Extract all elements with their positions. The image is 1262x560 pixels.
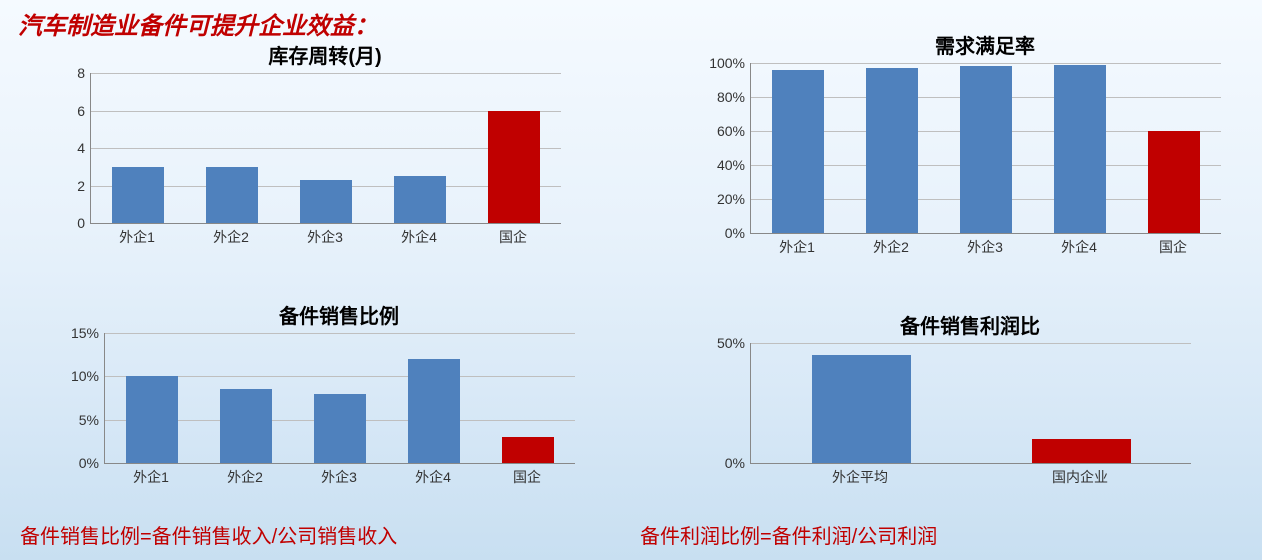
ytick-label: 0 <box>77 215 91 231</box>
bar <box>314 394 366 463</box>
xlabel: 外企2 <box>844 237 938 257</box>
bar <box>408 359 460 463</box>
chart-title: 需求满足率 <box>750 30 1220 59</box>
bar <box>112 167 164 223</box>
xlabel: 国企 <box>466 227 560 247</box>
chart-title: 库存周转(月) <box>90 40 560 69</box>
ytick-label: 50% <box>717 335 751 351</box>
chart-profit_ratio: 备件销售利润比0%50%外企平均国内企业 <box>700 310 1190 487</box>
ytick-label: 8 <box>77 65 91 81</box>
bar <box>1054 65 1106 233</box>
plot-area: 02468 <box>90 73 561 224</box>
ytick-label: 6 <box>77 103 91 119</box>
bars-row <box>91 73 561 223</box>
xlabel: 外企3 <box>938 237 1032 257</box>
bar <box>394 176 446 223</box>
bar <box>812 355 911 463</box>
xlabels-row: 外企1外企2外企3外企4国企 <box>750 237 1220 257</box>
bar-slot <box>293 333 387 463</box>
page-title: 汽车制造业备件可提升企业效益： <box>18 6 378 41</box>
bar-slot <box>1033 63 1127 233</box>
bars-row <box>105 333 575 463</box>
plot-area: 0%5%10%15% <box>104 333 575 464</box>
ytick-label: 15% <box>71 325 105 341</box>
bar-slot <box>971 343 1191 463</box>
ytick-label: 4 <box>77 140 91 156</box>
chart-title: 备件销售利润比 <box>750 310 1190 339</box>
ytick-label: 100% <box>709 55 751 71</box>
bar-slot <box>845 63 939 233</box>
xlabel: 外企2 <box>184 227 278 247</box>
bar <box>502 437 554 463</box>
bar <box>300 180 352 223</box>
bar <box>220 389 272 463</box>
bar <box>488 111 540 224</box>
bar <box>772 70 824 233</box>
bar <box>1032 439 1131 463</box>
xlabel: 国企 <box>480 467 574 487</box>
xlabel: 外企平均 <box>750 467 970 487</box>
ytick-label: 2 <box>77 178 91 194</box>
plot-area: 0%50% <box>750 343 1191 464</box>
ytick-label: 0% <box>79 455 105 471</box>
bar-slot <box>751 63 845 233</box>
xlabel: 外企1 <box>90 227 184 247</box>
chart-fulfillment: 需求满足率0%20%40%60%80%100%外企1外企2外企3外企4国企 <box>700 30 1220 257</box>
bar <box>960 66 1012 233</box>
ytick-label: 5% <box>79 412 105 428</box>
bars-row <box>751 63 1221 233</box>
bar-slot <box>481 333 575 463</box>
footnote-profit-ratio-formula: 备件利润比例=备件利润/公司利润 <box>640 520 937 549</box>
bar-slot <box>939 63 1033 233</box>
footnote-sales-ratio-formula: 备件销售比例=备件销售收入/公司销售收入 <box>20 520 397 549</box>
ytick-label: 0% <box>725 455 751 471</box>
xlabel: 外企3 <box>292 467 386 487</box>
xlabel: 外企1 <box>104 467 198 487</box>
bar-slot <box>185 73 279 223</box>
xlabels-row: 外企1外企2外企3外企4国企 <box>104 467 574 487</box>
bar-slot <box>467 73 561 223</box>
bar-slot <box>199 333 293 463</box>
chart-inventory: 库存周转(月)02468外企1外企2外企3外企4国企 <box>60 40 560 247</box>
bar-slot <box>91 73 185 223</box>
chart-title: 备件销售比例 <box>104 300 574 329</box>
bar-slot <box>105 333 199 463</box>
chart-sales_ratio: 备件销售比例0%5%10%15%外企1外企2外企3外企4国企 <box>60 300 574 487</box>
bar-slot <box>1127 63 1221 233</box>
xlabel: 外企3 <box>278 227 372 247</box>
xlabel: 外企4 <box>1032 237 1126 257</box>
xlabels-row: 外企平均国内企业 <box>750 467 1190 487</box>
xlabel: 国企 <box>1126 237 1220 257</box>
ytick-label: 10% <box>71 368 105 384</box>
xlabel: 外企2 <box>198 467 292 487</box>
ytick-label: 60% <box>717 123 751 139</box>
xlabel: 外企4 <box>386 467 480 487</box>
xlabels-row: 外企1外企2外企3外企4国企 <box>90 227 560 247</box>
xlabel: 外企4 <box>372 227 466 247</box>
xlabel: 国内企业 <box>970 467 1190 487</box>
ytick-label: 40% <box>717 157 751 173</box>
plot-area: 0%20%40%60%80%100% <box>750 63 1221 234</box>
bar <box>206 167 258 223</box>
bar <box>1148 131 1200 233</box>
bar-slot <box>279 73 373 223</box>
bar-slot <box>373 73 467 223</box>
xlabel: 外企1 <box>750 237 844 257</box>
bar <box>866 68 918 233</box>
bar-slot <box>387 333 481 463</box>
bar-slot <box>751 343 971 463</box>
ytick-label: 20% <box>717 191 751 207</box>
bars-row <box>751 343 1191 463</box>
ytick-label: 0% <box>725 225 751 241</box>
ytick-label: 80% <box>717 89 751 105</box>
bar <box>126 376 178 463</box>
